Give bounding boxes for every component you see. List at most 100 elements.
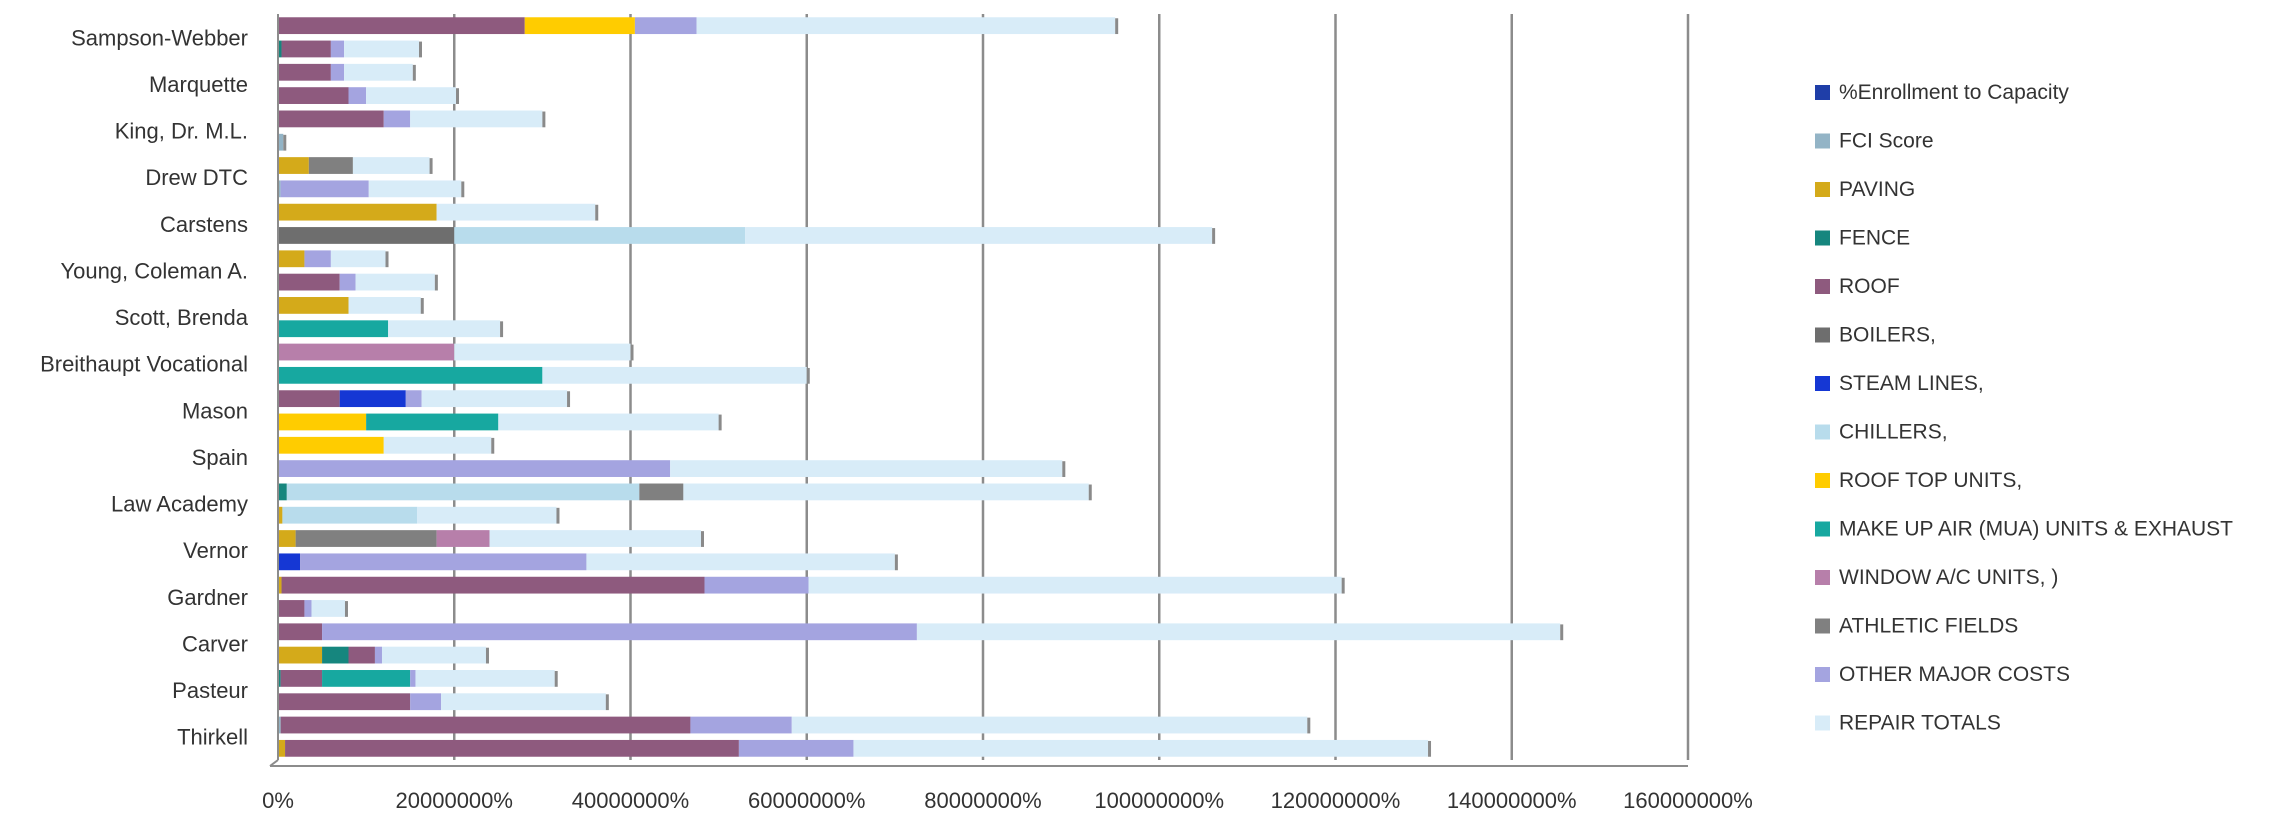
legend-label: ROOF TOP UNITS, [1839, 469, 2022, 492]
bar-segment [330, 63, 345, 81]
bar-segment [355, 273, 435, 291]
category-label: Carstens [160, 212, 248, 237]
x-tick-label: 160000000% [1623, 788, 1753, 813]
bar-end-edge [419, 41, 422, 58]
bar-segment [281, 40, 331, 58]
bar-segment [417, 506, 557, 524]
bar-segment [278, 297, 349, 314]
bar-segment [339, 390, 406, 408]
bar-segment [278, 63, 331, 81]
bar-segment [278, 693, 411, 711]
bar-end-edge [542, 111, 546, 128]
bar-segment [683, 483, 1089, 501]
category-label: Spain [192, 445, 248, 470]
category-label: Law Academy [111, 492, 248, 517]
legend-swatch [1815, 424, 1830, 440]
bar-segment [542, 366, 807, 384]
bar-segment [308, 157, 353, 174]
x-tick-label: 140000000% [1447, 788, 1577, 813]
legend-label: STEAM LINES, [1839, 372, 1984, 395]
category-labels: Sampson-Webber Marquette King, Dr. M.L. Dre… [40, 25, 249, 749]
legend-swatch [1815, 376, 1830, 391]
bar-end-edge [605, 694, 609, 711]
category-label: Mason [182, 398, 248, 423]
bar-segment [278, 553, 301, 571]
x-tick-label: 0% [262, 788, 294, 813]
bar-segment [278, 623, 323, 641]
bar-segment [278, 413, 367, 431]
bar-segment [278, 343, 455, 361]
bar-segment [348, 646, 375, 664]
bar-segment [278, 460, 671, 477]
axis-floor-edge [269, 759, 279, 767]
bar-segment [853, 739, 1429, 757]
legend-swatch [1815, 618, 1830, 634]
bar-end-edge [485, 647, 489, 664]
bar-segment [322, 670, 411, 687]
bar-segment [278, 506, 283, 524]
bar-segment [498, 413, 719, 431]
bar-segment [278, 716, 281, 734]
legend-label: FENCE [1839, 227, 1910, 250]
legend-swatch [1815, 133, 1830, 149]
bar-end-edge [412, 64, 416, 81]
category-label: Breithaupt Vocational [40, 352, 248, 377]
category-label: Drew DTC [145, 165, 248, 190]
bar-segment [278, 17, 525, 35]
bar-segment [278, 320, 389, 338]
bar-end-edge [630, 344, 634, 361]
bar-segment [304, 250, 331, 268]
bar-end-edge [1341, 577, 1345, 594]
bar-end-edge [718, 414, 722, 431]
bar-segment [639, 483, 684, 501]
bar-end-edge [500, 321, 504, 338]
bar-end-edge [701, 531, 704, 547]
bar-segment [278, 227, 455, 244]
bar-segment [278, 576, 282, 594]
bar-segment [690, 716, 792, 734]
legend-swatch [1815, 182, 1830, 197]
bar-segment [278, 600, 305, 617]
bar-end-edge [806, 367, 810, 384]
x-tick-label: 100000000% [1094, 788, 1224, 813]
bar-segment [280, 716, 691, 734]
category-label: Scott, Brenda [115, 305, 249, 330]
bar-segment [311, 600, 345, 617]
bar-end-edge [434, 274, 438, 291]
category-label: Marquette [149, 72, 248, 97]
legend-label: %Enrollment to Capacity [1839, 81, 2069, 104]
bar-segment [383, 110, 411, 128]
bar-segment [285, 739, 739, 757]
bar-segment [280, 180, 369, 198]
bar-segment [300, 553, 587, 571]
legend-label: OTHER MAJOR COSTS [1839, 663, 2070, 686]
bar-segment [441, 693, 606, 711]
bar-segment [436, 530, 490, 547]
bar-segment [322, 646, 349, 664]
bar-segment [278, 40, 282, 58]
bar-segment [278, 366, 543, 384]
bar-segment [405, 390, 422, 408]
bar-segment [421, 390, 568, 408]
bar-end-edge [1062, 461, 1066, 477]
bar-segment [280, 670, 323, 687]
bar-end-edge [567, 391, 571, 408]
x-tick-label: 120000000% [1271, 788, 1401, 813]
bar-segment [278, 670, 281, 687]
bars [278, 17, 1564, 757]
bar-end-edge [420, 298, 424, 314]
legend-swatch [1815, 230, 1830, 246]
bar-end-edge [894, 554, 898, 571]
bar-segment [278, 157, 309, 174]
x-tick-label: 80000000% [924, 788, 1041, 813]
category-label: Pasteur [172, 678, 248, 703]
bar-end-edge [385, 251, 389, 268]
bar-segment [278, 646, 323, 664]
category-label: Vernor [183, 538, 248, 563]
legend-swatch [1815, 715, 1830, 731]
bar-segment [278, 180, 281, 198]
x-tick-label: 20000000% [396, 788, 513, 813]
bar-segment [696, 17, 1116, 35]
bar-segment [322, 623, 917, 641]
